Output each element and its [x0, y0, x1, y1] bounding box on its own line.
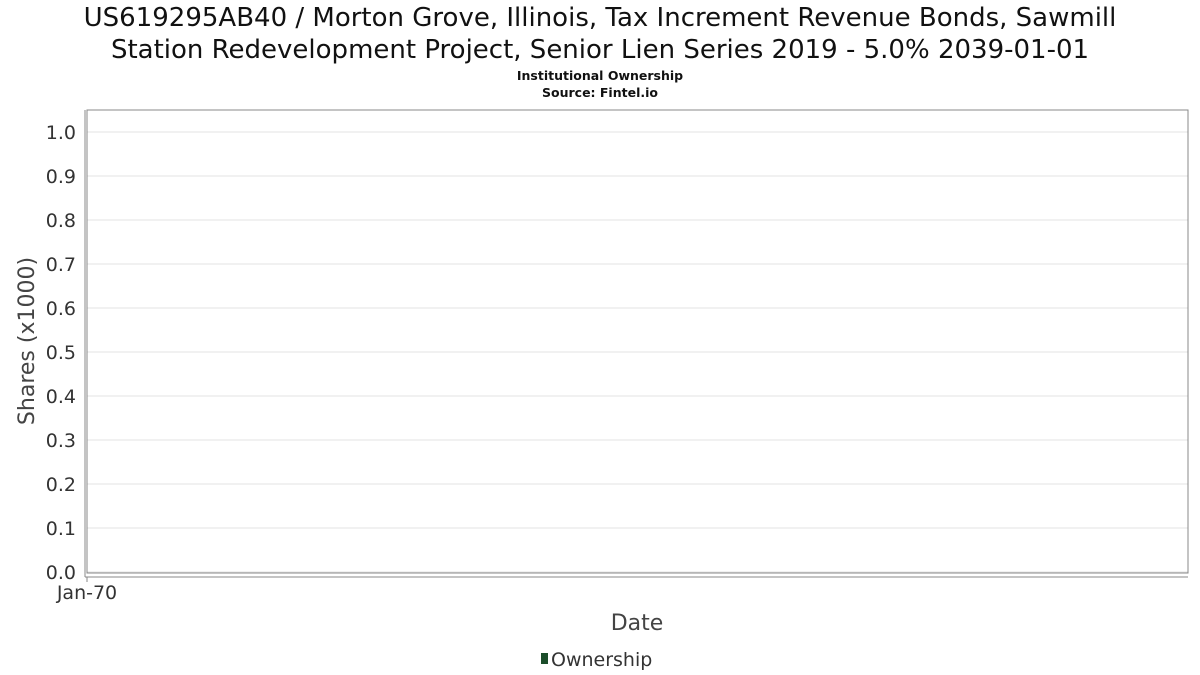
- chart-subtitle-line-2: Source: Fintel.io: [542, 85, 658, 100]
- y-tick-label: 0.0: [46, 562, 76, 584]
- y-axis-title: Shares (x1000): [15, 257, 40, 425]
- gridlines: [87, 131, 1188, 573]
- y-tick-label: 0.5: [46, 342, 76, 364]
- chart-title-line-2: Station Redevelopment Project, Senior Li…: [110, 35, 1090, 65]
- legend-swatch-ownership: [541, 653, 548, 664]
- x-axis-title: Date: [611, 611, 664, 636]
- y-tick-label: 0.3: [46, 430, 76, 452]
- plot-area-frame: [86, 109, 1189, 574]
- y-tick-label: 0.7: [46, 254, 76, 276]
- y-tick-label: 0.9: [46, 166, 76, 188]
- y-tick-label: 0.1: [46, 518, 76, 540]
- y-tick-label: 0.4: [46, 386, 76, 408]
- chart-subtitle-line-1: Institutional Ownership: [516, 68, 684, 83]
- y-tick-label: 0.8: [46, 210, 76, 232]
- y-tick-label: 1.0: [46, 122, 76, 144]
- chart-title-line-1: US619295AB40 / Morton Grove, Illinois, T…: [83, 3, 1117, 33]
- x-tick-labels: Jan-70: [56, 577, 117, 604]
- y-tick-labels: 0.0 0.1 0.2 0.3 0.4 0.5 0.6 0.7 0.8 0.9 1.0: [46, 122, 76, 584]
- y-tick-label: 0.2: [46, 474, 76, 496]
- x-tick-label: Jan-70: [56, 582, 117, 604]
- y-tick-label: 0.6: [46, 298, 76, 320]
- legend-label-ownership: Ownership: [551, 649, 652, 671]
